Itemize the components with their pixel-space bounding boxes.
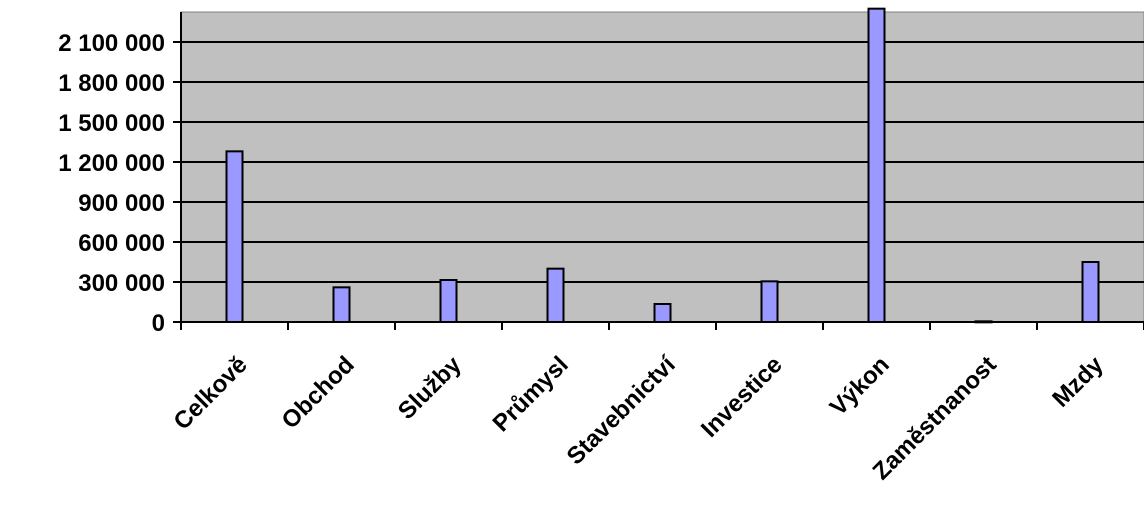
y-tick-label: 1 500 000 — [58, 110, 165, 137]
bar — [225, 150, 244, 323]
bar — [332, 286, 351, 324]
x-category-label: Mzdy — [1047, 351, 1109, 413]
y-tick-label: 600 000 — [78, 230, 165, 257]
y-tick-label: 1 800 000 — [58, 70, 165, 97]
bar — [1081, 261, 1100, 323]
y-axis-tick-labels: 0 300 000 600 000 900 000 1 200 000 1 500 000… — [58, 30, 165, 337]
bar — [867, 7, 886, 324]
axes — [180, 12, 1144, 330]
y-tick-label: 300 000 — [78, 270, 165, 297]
x-category-label: Celkově — [169, 351, 253, 435]
x-category-label: Průmysl — [488, 351, 574, 437]
y-tick-label: 900 000 — [78, 190, 165, 217]
bars — [225, 7, 1100, 324]
bar — [546, 267, 565, 323]
y-tick-label: 1 200 000 — [58, 150, 165, 177]
x-category-label: Výkon — [825, 351, 895, 421]
y-tick-label: 0 — [152, 310, 165, 337]
x-category-label: Obchod — [277, 351, 360, 434]
bar — [760, 280, 779, 324]
gridlines — [173, 41, 1144, 323]
plot-area — [180, 11, 1144, 323]
y-tick-label: 2 100 000 — [58, 30, 165, 57]
x-category-label: Investice — [696, 351, 788, 443]
bar — [439, 279, 458, 323]
bar — [653, 303, 672, 323]
x-category-label: Služby — [393, 351, 467, 425]
x-category-label: Stavebnictví — [562, 350, 682, 470]
